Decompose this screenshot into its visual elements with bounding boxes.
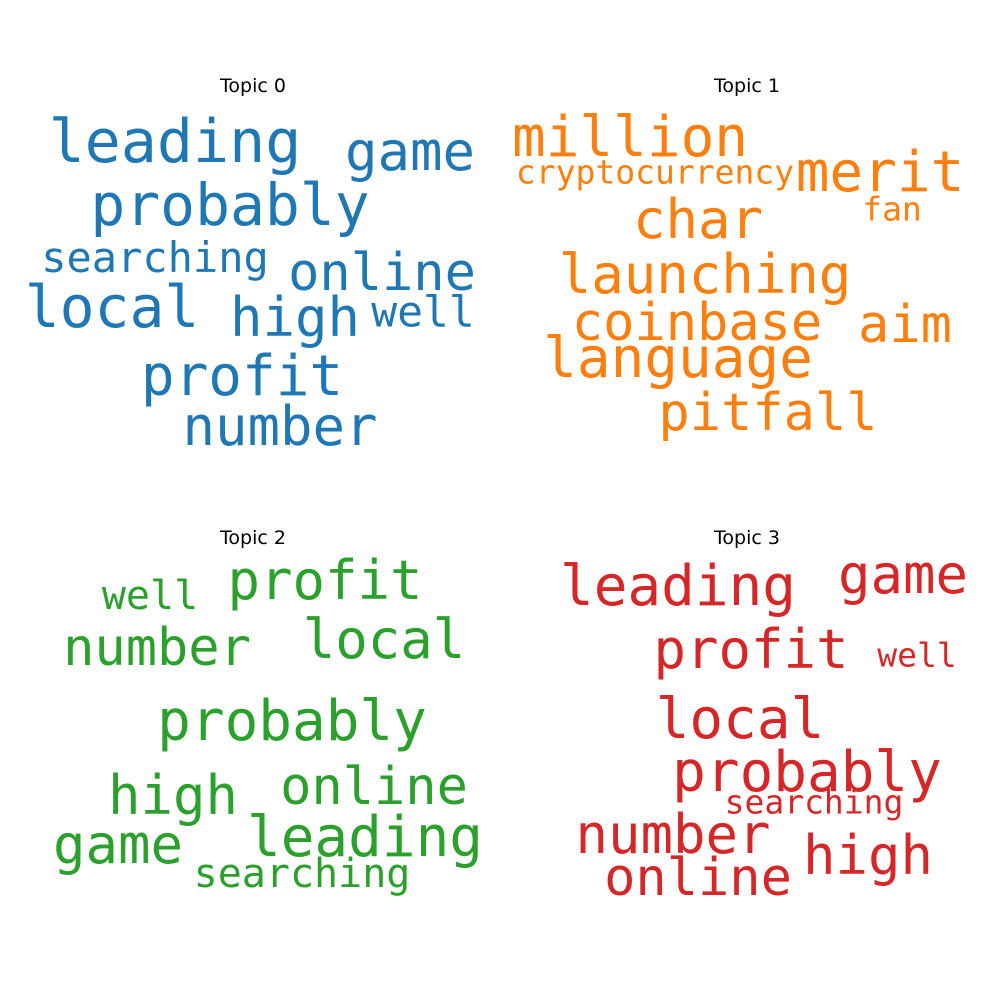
word: profit: [227, 549, 423, 612]
word: well: [877, 635, 957, 675]
word: local: [24, 273, 200, 341]
word: game: [52, 813, 184, 876]
word: language: [543, 326, 813, 391]
word: coinbase: [571, 293, 823, 353]
wordcloud-panel-topic-2: Topic 2 well profit number local probabl…: [0, 500, 500, 1000]
word: online: [280, 757, 468, 817]
wordcloud-panel-topic-3: Topic 3 leading game profit well local p…: [500, 500, 1000, 1000]
word: probably: [90, 171, 370, 239]
panel-title: Topic 0: [220, 75, 286, 97]
word: probably: [672, 740, 942, 805]
word: aim: [858, 295, 952, 355]
word: searching: [41, 233, 269, 282]
word: profit: [140, 344, 344, 409]
word: searching: [724, 782, 904, 822]
word: leading: [246, 805, 484, 870]
word: local: [655, 687, 825, 752]
word: profit: [653, 618, 849, 681]
word: number: [63, 618, 251, 678]
wordcloud-panel-topic-1: Topic 1 million cryptocurrency merit fan…: [500, 0, 1000, 500]
word: cryptocurrency: [515, 152, 795, 192]
word: million: [511, 105, 749, 170]
panel-title: Topic 2: [220, 527, 286, 549]
panel-title: Topic 1: [714, 75, 780, 97]
word: fan: [862, 189, 922, 229]
word: merit: [795, 140, 965, 205]
word: char: [632, 188, 764, 251]
wordcloud-panel-topic-0: Topic 0 leading game probably searching …: [0, 0, 500, 500]
word: local: [302, 608, 466, 671]
panel-title: Topic 3: [714, 527, 780, 549]
word: well: [371, 287, 475, 338]
word: game: [837, 543, 969, 606]
word: high: [229, 286, 361, 349]
word: high: [107, 764, 239, 827]
word: launching: [558, 243, 852, 306]
word: number: [182, 395, 378, 458]
word: high: [802, 824, 934, 887]
word: well: [101, 573, 199, 619]
word: leading: [48, 107, 302, 177]
word: pitfall: [658, 383, 878, 443]
word: online: [604, 848, 792, 908]
word: game: [344, 120, 476, 183]
word: leading: [559, 554, 797, 619]
word: probably: [157, 689, 427, 754]
word: searching: [193, 851, 411, 897]
word: online: [288, 243, 476, 303]
word: number: [575, 803, 771, 866]
